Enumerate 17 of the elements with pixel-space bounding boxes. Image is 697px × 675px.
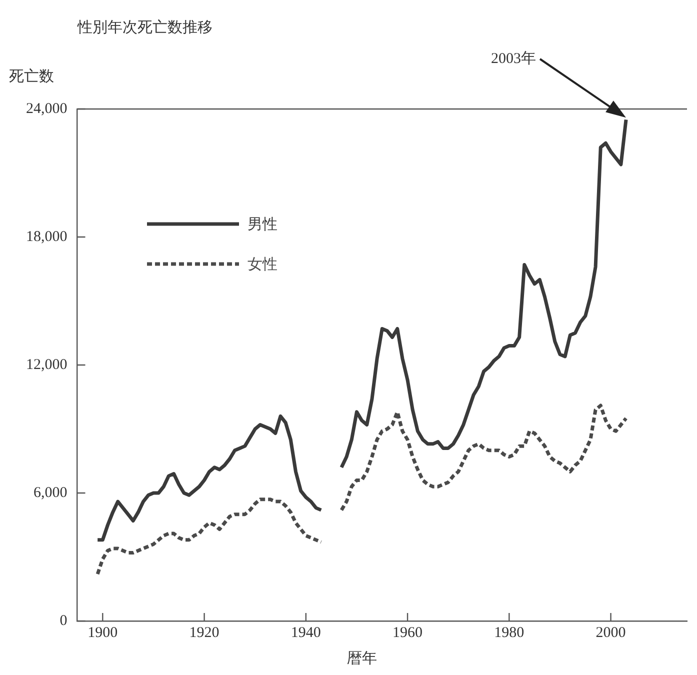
x-tick-label: 1940 bbox=[290, 624, 321, 641]
x-tick-label: 1960 bbox=[392, 624, 423, 641]
x-axis-title: 暦年 bbox=[347, 650, 378, 667]
y-tick-label: 12,000 bbox=[26, 356, 68, 373]
y-axis-title: 死亡数 bbox=[8, 68, 54, 85]
x-tick-label: 1920 bbox=[189, 624, 220, 641]
x-tick-label: 1900 bbox=[88, 624, 118, 641]
y-tick-label: 6,000 bbox=[34, 484, 68, 501]
text: 女性 bbox=[247, 256, 278, 274]
y-tick-label: 18,000 bbox=[26, 228, 68, 245]
x-tick-label: 1980 bbox=[494, 624, 524, 641]
text: 男性 bbox=[247, 216, 278, 234]
y-tick-label: 0 bbox=[60, 612, 68, 629]
y-tick-label: 24,000 bbox=[26, 100, 68, 117]
text: 2003年 bbox=[490, 50, 536, 69]
chart-title: 性別年次死亡数推移 bbox=[76, 19, 212, 36]
x-tick-label: 2000 bbox=[596, 624, 626, 641]
